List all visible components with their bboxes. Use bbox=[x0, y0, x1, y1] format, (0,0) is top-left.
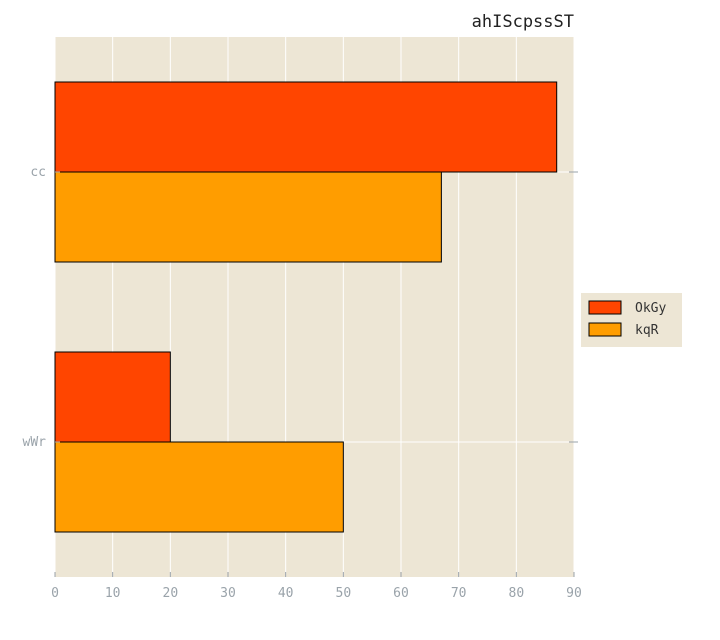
x-tick-label: 0 bbox=[51, 586, 59, 601]
x-tick-label: 80 bbox=[509, 586, 525, 601]
y-tick-label: wWr bbox=[23, 435, 47, 450]
chart-title: ahIScpssST bbox=[472, 12, 574, 32]
bar-OkGy-cc bbox=[54, 81, 558, 173]
legend-label: kqR bbox=[635, 323, 659, 338]
x-tick-label: 40 bbox=[278, 586, 294, 601]
legend-label: OkGy bbox=[635, 301, 666, 316]
x-tick-label: 90 bbox=[566, 586, 582, 601]
x-tick-label: 60 bbox=[393, 586, 409, 601]
y-tick-label: cc bbox=[30, 165, 46, 180]
legend-swatch bbox=[588, 300, 622, 315]
bar-kqR-wWr bbox=[54, 441, 344, 533]
bar-OkGy-wWr bbox=[54, 351, 171, 443]
y-axis: wWr cc bbox=[23, 165, 578, 450]
x-tick-label: 70 bbox=[451, 586, 467, 601]
legend-swatch bbox=[588, 322, 622, 337]
x-tick-label: 20 bbox=[163, 586, 179, 601]
bar-kqR-cc bbox=[54, 171, 442, 263]
x-tick-label: 50 bbox=[336, 586, 352, 601]
bars bbox=[54, 81, 558, 533]
legend: OkGy kqR bbox=[581, 293, 682, 347]
x-tick-label: 10 bbox=[105, 586, 121, 601]
x-tick-label: 30 bbox=[220, 586, 236, 601]
x-axis: 0 10 20 30 40 50 60 70 80 90 bbox=[51, 572, 582, 601]
